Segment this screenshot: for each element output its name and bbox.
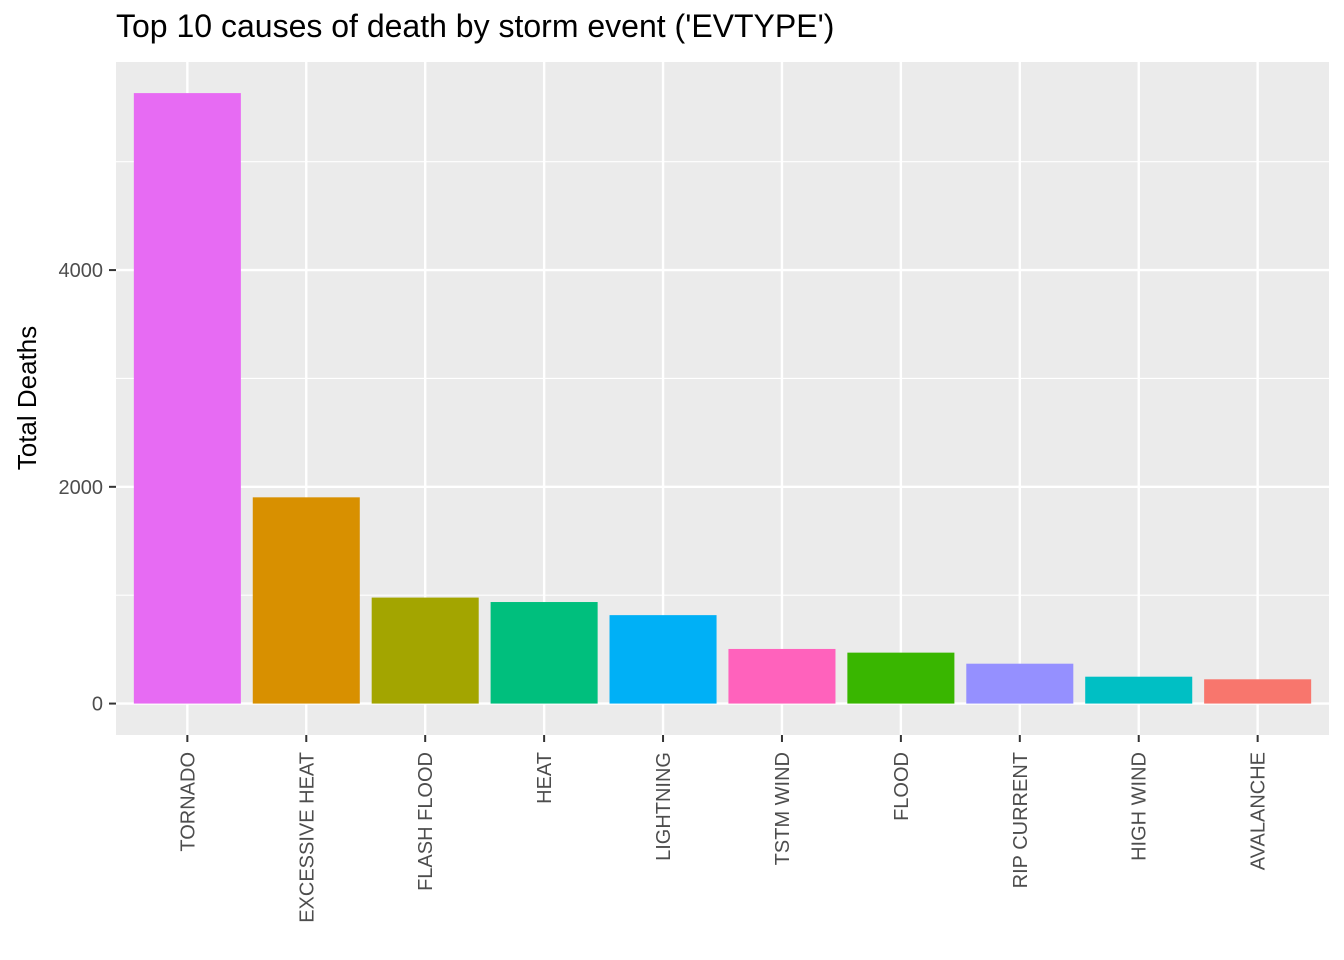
x-tick-label: FLOOD	[891, 752, 913, 821]
y-axis: 0 2000 4000	[59, 260, 116, 716]
chart-title: Top 10 causes of death by storm event ('…	[116, 8, 835, 44]
bar-flash-flood	[371, 597, 479, 704]
y-tick-label: 4000	[59, 260, 104, 282]
bars	[133, 93, 1312, 704]
y-tick-label: 0	[92, 694, 103, 716]
bar-flood	[847, 652, 955, 704]
bar-tstm-wind	[728, 648, 836, 704]
x-tick-label: HIGH WIND	[1129, 752, 1151, 861]
bar-tornado	[133, 93, 241, 704]
bar-avalanche	[1204, 679, 1312, 704]
x-tick-label: RIP CURRENT	[1010, 752, 1032, 888]
x-axis: TORNADO EXCESSIVE HEAT FLASH FLOOD HEAT LIGH…	[177, 735, 1270, 923]
x-tick-label: LIGHTNING	[653, 752, 675, 861]
bar-heat	[490, 602, 598, 704]
bar-excessive-heat	[252, 497, 360, 704]
y-axis-title: Total Deaths	[12, 326, 42, 471]
x-tick-label: TSTM WIND	[772, 752, 794, 865]
x-tick-label: HEAT	[534, 752, 556, 804]
y-tick-label: 2000	[59, 477, 104, 499]
bar-high-wind	[1085, 676, 1193, 704]
bar-lightning	[609, 615, 717, 704]
x-tick-label: EXCESSIVE HEAT	[296, 752, 318, 923]
x-tick-label: TORNADO	[177, 752, 199, 852]
x-tick-label: AVALANCHE	[1248, 752, 1270, 870]
bar-rip-current	[966, 663, 1074, 704]
x-tick-label: FLASH FLOOD	[415, 752, 437, 891]
